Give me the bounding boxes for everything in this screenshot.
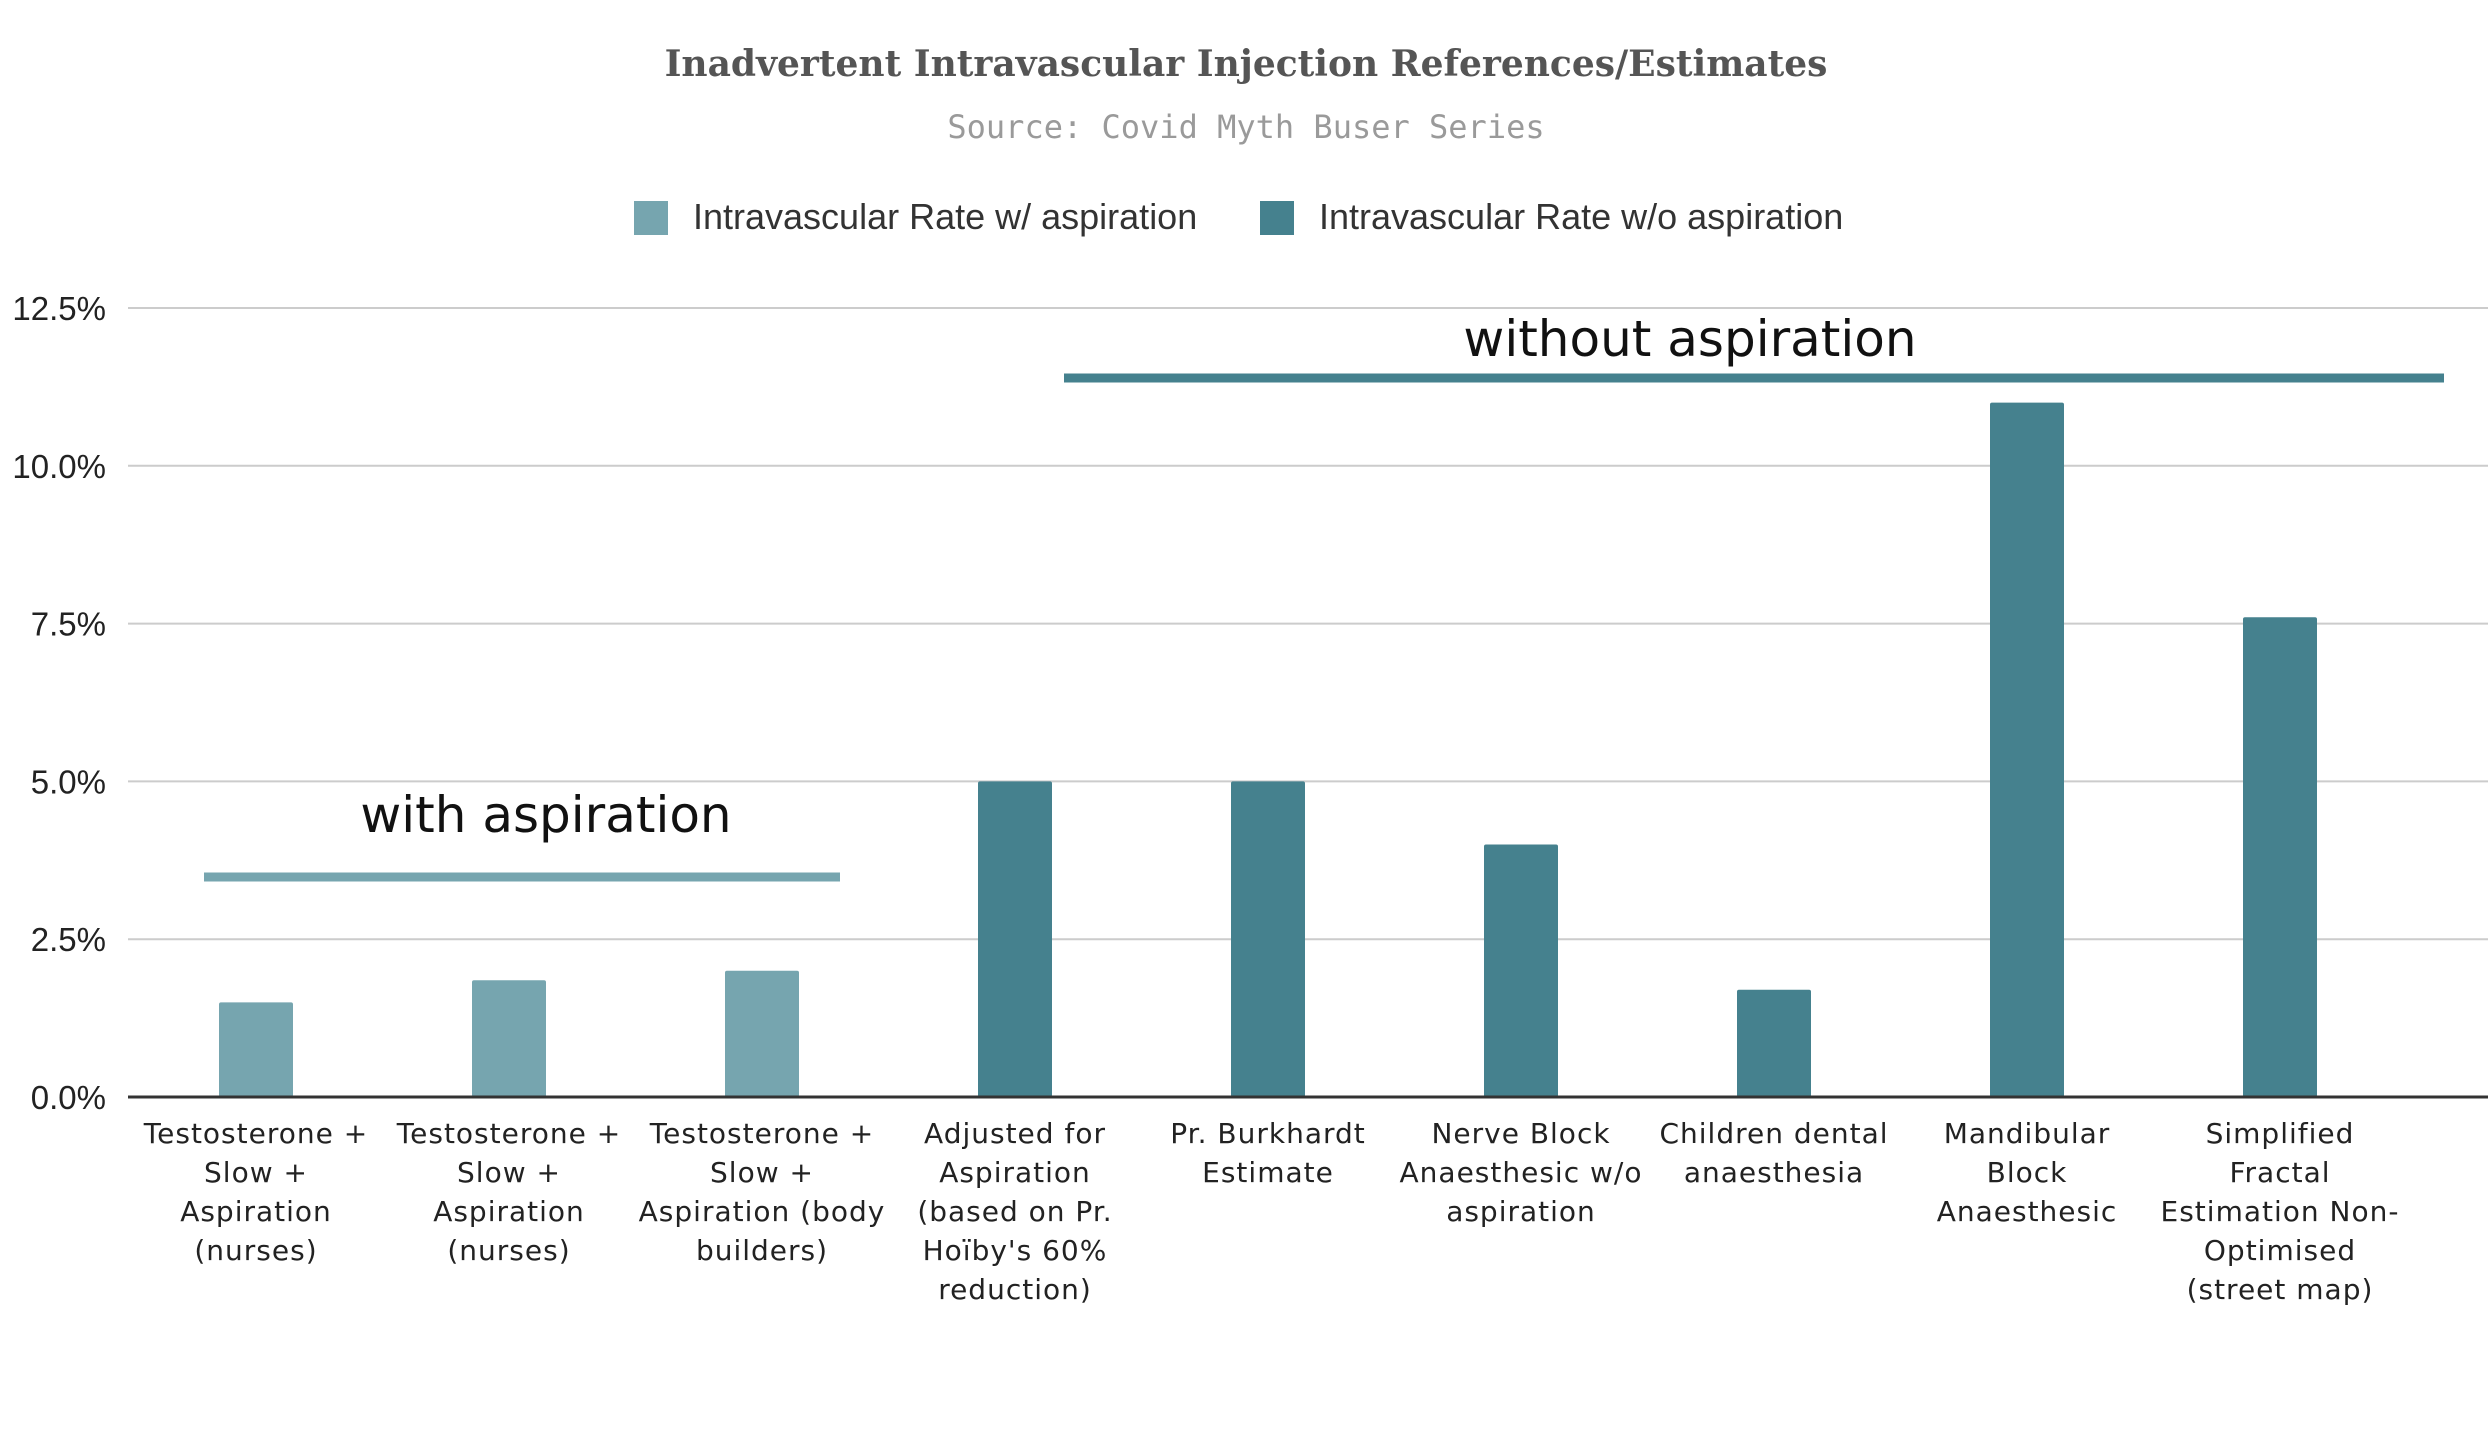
legend: Intravascular Rate w/ aspiration Intravas… <box>634 196 1843 237</box>
x-tick-label-line: (based on Pr. <box>917 1195 1112 1228</box>
x-tick-label-line: Block <box>1987 1156 2068 1189</box>
bar-series2-cat8 <box>1990 402 2064 1097</box>
x-tick-label-line: Slow + <box>710 1156 814 1189</box>
x-tick-label-line: Estimation Non- <box>2161 1195 2400 1228</box>
x-tick-label-line: Anaesthesic <box>1937 1195 2118 1228</box>
gridlines <box>128 307 2488 941</box>
x-tick-label-line: Optimised <box>2204 1234 2356 1267</box>
legend-label-2: Intravascular Rate w/o aspiration <box>1319 196 1843 237</box>
bar-series2-cat6 <box>1484 844 1558 1097</box>
x-tick-label-line: Aspiration <box>180 1195 332 1228</box>
x-axis: Testosterone + Slow + Aspiration (nurses)Te… <box>128 1095 2488 1306</box>
x-tick-label-line: (street map) <box>2187 1273 2374 1306</box>
y-tick-label: 0.0% <box>31 1079 106 1116</box>
x-tick-label-line: anaesthesia <box>1684 1156 1864 1189</box>
x-tick-label-line: aspiration <box>1446 1195 1596 1228</box>
chart-subtitle: Source: Covid Myth Buser Series <box>947 108 1544 146</box>
x-tick-label-line: Aspiration (body <box>639 1195 886 1228</box>
x-tick-label-line: Slow + <box>457 1156 561 1189</box>
x-tick-label-line: Mandibular <box>1944 1117 2111 1150</box>
x-tick-label: Adjusted for Aspiration (based on Pr. Hoïby… <box>917 1117 1112 1306</box>
y-tick-label: 2.5% <box>31 921 106 958</box>
x-tick-label-line: Aspiration <box>939 1156 1091 1189</box>
x-tick-label-line: (nurses) <box>194 1234 317 1267</box>
bar-series1-cat2 <box>472 980 546 1097</box>
annotations: with aspiration without aspiration <box>204 310 2444 882</box>
bar-series2-cat5 <box>1231 781 1305 1097</box>
bar-series2-cat7 <box>1737 989 1811 1097</box>
x-tick-label-line: Anaesthesic w/o <box>1400 1156 1643 1189</box>
x-tick-label: Simplified Fractal Estimation Non- Optimise… <box>2161 1117 2400 1306</box>
bar-series2-cat4 <box>978 781 1052 1097</box>
x-tick-label-line: builders) <box>696 1234 828 1267</box>
bar-series1-cat1 <box>219 1002 293 1097</box>
chart-title: Inadvertent Intravascular Injection Refe… <box>665 43 1828 85</box>
x-tick-label-line: Simplified <box>2206 1117 2355 1150</box>
x-tick-label-line: Aspiration <box>433 1195 585 1228</box>
legend-swatch-1 <box>634 201 668 235</box>
x-tick-label-line: Estimate <box>1202 1156 1334 1189</box>
x-tick-label: Nerve Block Anaesthesic w/o aspiration <box>1400 1117 1643 1228</box>
x-tick-label-line: Slow + <box>204 1156 308 1189</box>
x-tick-label-line: Testosterone + <box>143 1117 368 1150</box>
x-tick-label: Children dental anaesthesia <box>1659 1117 1888 1189</box>
x-tick-label-line: Testosterone + <box>396 1117 621 1150</box>
y-axis: 0.0% 2.5% 5.0% 7.5% 10.0% 12.5% <box>12 290 106 1116</box>
bar-series1-cat3 <box>725 970 799 1097</box>
legend-swatch-2 <box>1260 201 1294 235</box>
x-tick-label: Pr. Burkhardt Estimate <box>1170 1117 1366 1189</box>
y-tick-label: 7.5% <box>31 606 106 643</box>
y-tick-label: 5.0% <box>31 763 106 800</box>
x-tick-label-line: (nurses) <box>447 1234 570 1267</box>
x-tick-label-line: Nerve Block <box>1431 1117 1610 1150</box>
x-tick-label-line: Children dental <box>1659 1117 1888 1150</box>
annotation-label-2: without aspiration <box>1463 310 1916 368</box>
x-tick-label-line: Pr. Burkhardt <box>1170 1117 1366 1150</box>
x-tick-label: Testosterone + Slow + Aspiration (body buil… <box>639 1117 886 1267</box>
x-tick-label: Mandibular Block Anaesthesic <box>1937 1117 2118 1228</box>
annotation-label-1: with aspiration <box>360 786 731 844</box>
x-tick-label-line: Hoïby's 60% <box>923 1234 1108 1267</box>
legend-label-1: Intravascular Rate w/ aspiration <box>693 196 1197 237</box>
x-tick-label-line: Testosterone + <box>649 1117 874 1150</box>
y-tick-label: 12.5% <box>12 290 106 327</box>
x-tick-label-line: reduction) <box>938 1273 1092 1306</box>
bar-series2-cat9 <box>2243 617 2317 1097</box>
x-tick-label-line: Fractal <box>2229 1156 2330 1189</box>
y-tick-label: 10.0% <box>12 448 106 485</box>
x-tick-label-line: Adjusted for <box>924 1117 1106 1150</box>
bars <box>219 402 2317 1097</box>
x-tick-label: Testosterone + Slow + Aspiration (nurses) <box>396 1117 621 1267</box>
x-tick-label: Testosterone + Slow + Aspiration (nurses) <box>143 1117 368 1267</box>
